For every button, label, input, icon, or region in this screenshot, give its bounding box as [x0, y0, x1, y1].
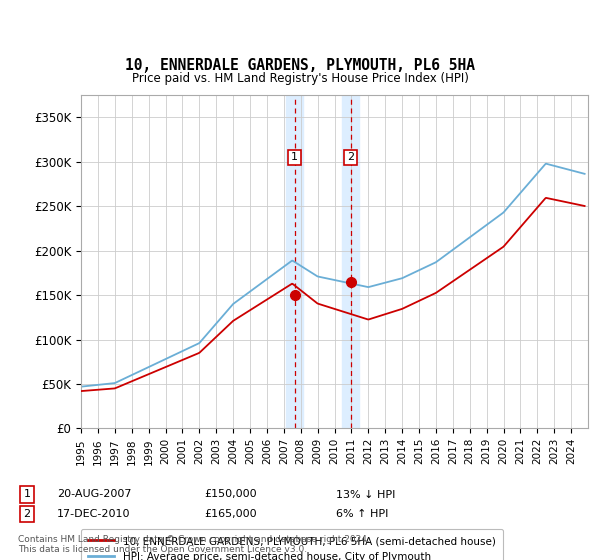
Bar	[342, 95, 359, 428]
Text: 17-DEC-2010: 17-DEC-2010	[57, 509, 131, 519]
Text: 1: 1	[23, 489, 31, 500]
Text: Contains HM Land Registry data © Crown copyright and database right 2024.
This d: Contains HM Land Registry data © Crown c…	[18, 535, 370, 554]
Text: Price paid vs. HM Land Registry's House Price Index (HPI): Price paid vs. HM Land Registry's House …	[131, 72, 469, 85]
Legend: 10, ENNERDALE GARDENS, PLYMOUTH, PL6 5HA (semi-detached house), HPI: Average pri: 10, ENNERDALE GARDENS, PLYMOUTH, PL6 5HA…	[81, 529, 503, 560]
Text: 2: 2	[23, 509, 31, 519]
Text: £150,000: £150,000	[204, 489, 257, 500]
Text: 1: 1	[291, 152, 298, 162]
Text: 10, ENNERDALE GARDENS, PLYMOUTH, PL6 5HA: 10, ENNERDALE GARDENS, PLYMOUTH, PL6 5HA	[125, 58, 475, 73]
Text: 13% ↓ HPI: 13% ↓ HPI	[336, 489, 395, 500]
Text: 2: 2	[347, 152, 354, 162]
Text: 20-AUG-2007: 20-AUG-2007	[57, 489, 131, 500]
Text: 6% ↑ HPI: 6% ↑ HPI	[336, 509, 388, 519]
Bar	[286, 95, 303, 428]
Text: £165,000: £165,000	[204, 509, 257, 519]
